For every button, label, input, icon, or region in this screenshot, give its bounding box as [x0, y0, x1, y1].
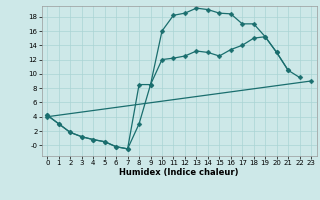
- X-axis label: Humidex (Indice chaleur): Humidex (Indice chaleur): [119, 168, 239, 177]
